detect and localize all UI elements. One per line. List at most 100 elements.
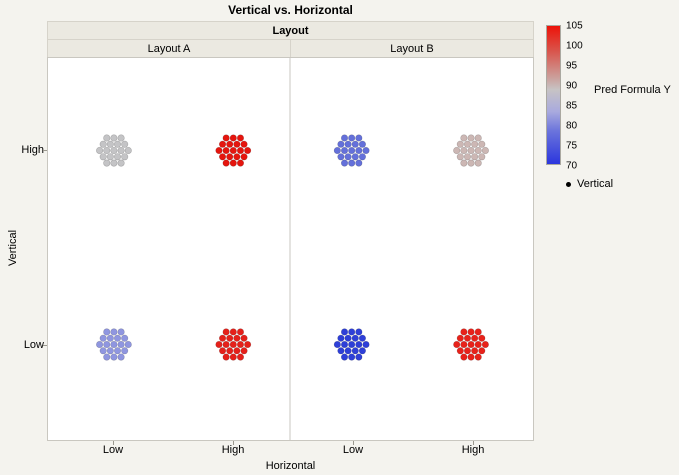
data-point[interactable] xyxy=(355,134,363,142)
data-point[interactable] xyxy=(478,347,486,355)
data-point[interactable] xyxy=(215,340,223,349)
data-point[interactable] xyxy=(113,334,122,342)
data-point[interactable] xyxy=(474,146,482,155)
data-point[interactable] xyxy=(236,146,245,155)
data-point[interactable] xyxy=(453,340,461,349)
dot-cluster-layout-a-high-high[interactable] xyxy=(215,134,252,167)
data-point[interactable] xyxy=(456,334,464,342)
data-point[interactable] xyxy=(471,140,479,148)
dot-cluster-layout-a-high-low[interactable] xyxy=(215,328,252,361)
data-point[interactable] xyxy=(460,353,468,361)
data-point[interactable] xyxy=(117,340,125,349)
data-point[interactable] xyxy=(229,340,237,349)
data-point[interactable] xyxy=(348,159,356,167)
data-point[interactable] xyxy=(456,347,464,355)
data-point[interactable] xyxy=(218,347,227,355)
data-point[interactable] xyxy=(481,340,489,349)
data-point[interactable] xyxy=(236,134,245,142)
data-point[interactable] xyxy=(467,353,475,361)
data-point[interactable] xyxy=(478,334,486,342)
data-point[interactable] xyxy=(103,340,111,349)
data-point[interactable] xyxy=(218,153,227,161)
data-point[interactable] xyxy=(481,146,489,155)
data-point[interactable] xyxy=(460,328,468,336)
data-point[interactable] xyxy=(124,146,132,155)
data-point[interactable] xyxy=(113,153,122,161)
dot-cluster-layout-b-high-high[interactable] xyxy=(453,134,489,167)
data-point[interactable] xyxy=(106,347,114,355)
data-point[interactable] xyxy=(121,153,129,161)
data-point[interactable] xyxy=(240,347,248,355)
data-point[interactable] xyxy=(474,159,482,167)
data-point[interactable] xyxy=(348,340,356,349)
plot-area[interactable] xyxy=(47,57,534,441)
data-point[interactable] xyxy=(226,153,234,161)
data-point[interactable] xyxy=(99,140,107,148)
data-point[interactable] xyxy=(478,140,486,148)
data-point[interactable] xyxy=(456,153,464,161)
data-point[interactable] xyxy=(463,140,472,148)
data-point[interactable] xyxy=(117,146,125,155)
data-point[interactable] xyxy=(344,140,352,148)
data-point[interactable] xyxy=(222,146,230,155)
data-point[interactable] xyxy=(121,347,129,355)
data-point[interactable] xyxy=(348,353,356,361)
data-point[interactable] xyxy=(348,134,356,142)
data-point[interactable] xyxy=(340,146,349,155)
data-point[interactable] xyxy=(351,140,359,148)
data-point[interactable] xyxy=(333,146,341,155)
data-point[interactable] xyxy=(467,134,475,142)
data-point[interactable] xyxy=(96,340,104,349)
data-point[interactable] xyxy=(222,134,230,142)
data-point[interactable] xyxy=(460,134,468,142)
dot-cluster-layout-b-low-high[interactable] xyxy=(333,134,370,167)
data-point[interactable] xyxy=(460,159,468,167)
data-point[interactable] xyxy=(117,134,125,142)
data-point[interactable] xyxy=(362,340,370,349)
data-point[interactable] xyxy=(226,347,234,355)
data-point[interactable] xyxy=(340,134,349,142)
data-point[interactable] xyxy=(103,328,111,336)
data-point[interactable] xyxy=(333,340,341,349)
data-point[interactable] xyxy=(463,334,472,342)
data-point[interactable] xyxy=(226,334,234,342)
data-point[interactable] xyxy=(229,159,237,167)
data-point[interactable] xyxy=(106,153,114,161)
data-point[interactable] xyxy=(110,328,118,336)
data-point[interactable] xyxy=(355,340,363,349)
data-point[interactable] xyxy=(358,334,367,342)
data-point[interactable] xyxy=(121,140,129,148)
dot-cluster-layout-b-low-low[interactable] xyxy=(333,328,370,361)
data-point[interactable] xyxy=(355,353,363,361)
data-point[interactable] xyxy=(463,153,472,161)
data-point[interactable] xyxy=(340,159,349,167)
data-point[interactable] xyxy=(467,340,475,349)
data-point[interactable] xyxy=(233,347,241,355)
data-point[interactable] xyxy=(121,334,129,342)
data-point[interactable] xyxy=(344,153,352,161)
data-point[interactable] xyxy=(358,153,367,161)
data-point[interactable] xyxy=(106,140,114,148)
data-point[interactable] xyxy=(103,353,111,361)
data-point[interactable] xyxy=(474,328,482,336)
data-point[interactable] xyxy=(244,340,252,349)
data-point[interactable] xyxy=(240,153,248,161)
data-point[interactable] xyxy=(229,353,237,361)
data-point[interactable] xyxy=(110,353,118,361)
data-point[interactable] xyxy=(344,347,352,355)
data-point[interactable] xyxy=(474,134,482,142)
data-point[interactable] xyxy=(467,159,475,167)
data-point[interactable] xyxy=(340,328,349,336)
data-point[interactable] xyxy=(117,159,125,167)
data-point[interactable] xyxy=(233,140,241,148)
data-point[interactable] xyxy=(218,334,227,342)
data-point[interactable] xyxy=(110,340,118,349)
data-point[interactable] xyxy=(453,146,461,155)
data-point[interactable] xyxy=(222,340,230,349)
data-point[interactable] xyxy=(351,347,359,355)
data-point[interactable] xyxy=(236,340,245,349)
plot-canvas[interactable] xyxy=(48,58,533,440)
data-point[interactable] xyxy=(348,328,356,336)
data-point[interactable] xyxy=(340,353,349,361)
dot-cluster-layout-a-low-high[interactable] xyxy=(96,134,132,167)
